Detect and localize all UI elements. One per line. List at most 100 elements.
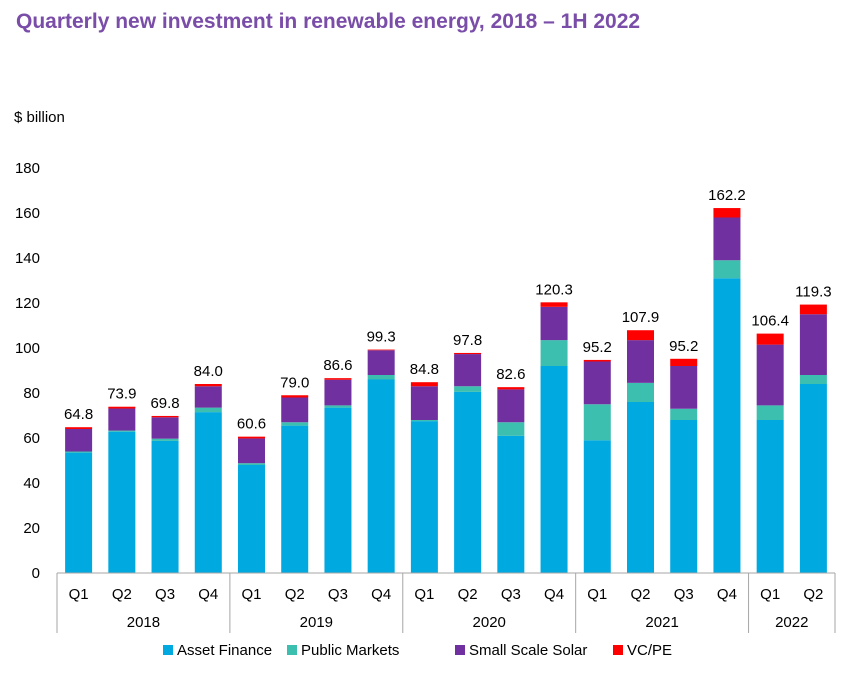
bar-segment-vc-pe [367,349,395,351]
year-group-label: 2021 [645,614,678,631]
total-label: 120.3 [535,281,573,298]
bar-segment-small-scale-solar [108,408,136,431]
bar-segment-public-markets [670,408,698,420]
legend-entry: Public Markets [301,642,399,659]
bar-segment-asset-finance [799,384,827,573]
bar-segment-asset-finance [108,431,136,573]
x-tick-label: Q2 [630,586,650,603]
x-tick-label: Q2 [112,586,132,603]
total-label: 64.8 [64,406,93,423]
bar-segment-public-markets [324,405,352,408]
bar-segment-public-markets [367,375,395,380]
y-tick-label: 0 [32,565,40,582]
bar-segment-vc-pe [194,384,222,387]
total-label: 95.2 [669,338,698,355]
x-tick-label: Q2 [285,586,305,603]
legend-entry: VC/PE [627,642,672,659]
total-label: 82.6 [496,366,525,383]
total-label: 107.9 [622,309,660,326]
bar-segment-small-scale-solar [670,366,698,409]
bar-segment-vc-pe [799,304,827,315]
legend-swatch [287,645,297,655]
legend-swatch [455,645,465,655]
x-tick-label: Q4 [544,586,564,603]
legend-swatch [163,645,173,655]
bar-segment-vc-pe [238,436,265,439]
bar-segment-vc-pe [670,358,698,366]
bar-segment-asset-finance [583,440,611,573]
bar-segment-public-markets [410,420,438,422]
y-tick-label: 60 [23,430,40,447]
x-tick-label: Q3 [501,586,521,603]
total-label: 84.8 [410,361,439,378]
bar-segment-small-scale-solar [713,217,741,261]
year-group-label: 2019 [300,614,333,631]
total-label: 86.6 [323,357,352,374]
total-label: 73.9 [107,386,136,403]
bar-segment-asset-finance [454,391,482,573]
x-tick-label: Q1 [760,586,780,603]
y-tick-label: 100 [15,340,40,357]
bar-segment-small-scale-solar [756,344,784,406]
y-tick-label: 40 [23,475,40,492]
total-label: 69.8 [150,395,179,412]
y-tick-label: 160 [15,205,40,222]
bar-segment-small-scale-solar [627,340,654,383]
bar-segment-small-scale-solar [65,429,93,452]
bar-segment-asset-finance [367,379,395,573]
total-label: 106.4 [751,313,789,330]
bar-segment-vc-pe [454,352,482,355]
bar-segment-asset-finance [324,407,352,573]
bar-segment-vc-pe [281,395,309,398]
bar-segment-small-scale-solar [540,306,568,341]
bar-segment-vc-pe [410,382,438,387]
bar-segment-public-markets [627,382,654,402]
bar-segment-public-markets [238,463,265,465]
x-tick-label: Q1 [414,586,434,603]
x-tick-label: Q3 [674,586,694,603]
bar-segment-vc-pe [108,406,136,409]
year-group-label: 2022 [775,614,808,631]
x-tick-label: Q3 [328,586,348,603]
bar-segment-public-markets [497,422,525,436]
bar-segment-vc-pe [324,378,352,380]
legend-entry: Small Scale Solar [469,642,587,659]
y-tick-label: 120 [15,295,40,312]
total-label: 119.3 [795,284,831,301]
bar-segment-asset-finance [497,435,525,573]
total-label: 79.0 [280,374,309,391]
bar-segment-public-markets [151,438,179,441]
bar-segment-asset-finance [410,421,438,573]
bar-segment-asset-finance [238,465,265,573]
bar-segment-vc-pe [540,302,568,307]
total-label: 99.3 [367,329,396,346]
y-tick-label: 180 [15,160,40,177]
total-label: 84.0 [194,363,223,380]
x-tick-label: Q4 [198,586,218,603]
bar-segment-small-scale-solar [194,386,222,408]
bar-segment-asset-finance [627,402,654,573]
x-tick-label: Q3 [155,586,175,603]
bar-segment-small-scale-solar [281,397,309,423]
y-axis-label: $ billion [14,109,65,126]
bar-segment-small-scale-solar [799,314,827,375]
bar-segment-public-markets [281,422,309,426]
bar-segment-public-markets [713,260,741,279]
legend-swatch [613,645,623,655]
y-tick-label: 80 [23,385,40,402]
bar-segment-vc-pe [65,427,93,429]
x-tick-label: Q1 [587,586,607,603]
y-tick-label: 20 [23,520,40,537]
bar-segment-asset-finance [540,366,568,573]
bar-segment-public-markets [194,407,222,413]
x-tick-label: Q1 [69,586,89,603]
x-tick-label: Q4 [717,586,737,603]
x-tick-label: Q4 [371,586,391,603]
bar-segment-public-markets [540,340,568,366]
y-tick-label: 140 [15,250,40,267]
bar-segment-vc-pe [497,387,525,390]
legend-entry: Asset Finance [177,642,272,659]
bar-segment-public-markets [756,405,784,420]
